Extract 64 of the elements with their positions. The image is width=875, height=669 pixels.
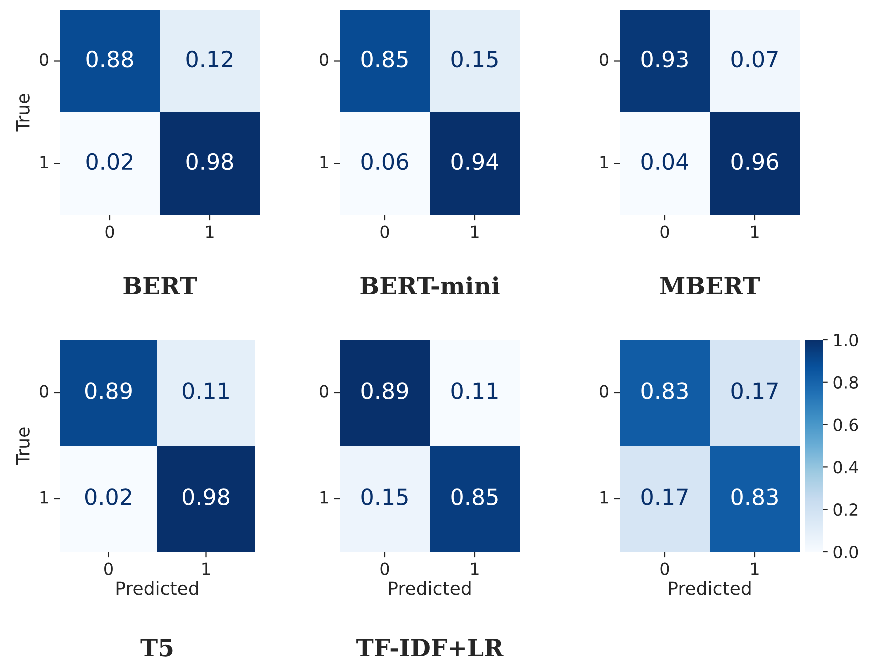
y-tick-label: 0: [600, 385, 608, 398]
data-label: 0.98: [182, 488, 230, 506]
x-tick-label: 1: [206, 226, 214, 238]
color-bar-label: 0.6: [834, 418, 858, 432]
data-label: 0.11: [452, 382, 498, 400]
y-tick-label: 0: [40, 385, 48, 398]
x-axis-title: Predicted: [669, 581, 751, 596]
x-tick-label: 1: [752, 562, 759, 576]
x-axis-title: Predicted: [116, 581, 198, 596]
color-bar-label: 0.4: [834, 461, 858, 474]
y-tick-label: 0: [320, 53, 328, 66]
x-tick-label: 0: [104, 562, 113, 576]
data-label: 0.93: [642, 50, 688, 68]
x-tick-label: 0: [660, 226, 670, 238]
data-label: 0.17: [732, 382, 778, 400]
color-bar-label: 0.0: [834, 546, 858, 559]
text: MBERT: [660, 277, 760, 295]
data-label: 0.12: [186, 50, 233, 68]
x-tick-label: 0: [106, 226, 114, 238]
color-bar-label: 0.8: [834, 376, 858, 389]
y-tick-label: 1: [600, 156, 608, 168]
y-tick-label: 1: [40, 156, 48, 168]
y-tick-label: 0: [320, 385, 328, 398]
text: BERT-mini: [360, 276, 500, 295]
data-label: 0.15: [452, 50, 498, 68]
color-bar-label: 1.0: [834, 334, 858, 347]
data-label: 0.88: [86, 50, 134, 68]
data-label: 0.98: [186, 153, 234, 170]
x-tick-label: 1: [472, 562, 479, 576]
x-tick-label: 1: [472, 226, 479, 238]
data-label: 0.85: [452, 488, 498, 506]
data-label: 0.96: [732, 153, 778, 170]
x-tick-label: 0: [380, 226, 390, 238]
data-label: 0.83: [642, 382, 688, 400]
data-label: 0.89: [85, 382, 132, 400]
data-label: 0.83: [732, 488, 778, 506]
y-tick-label: 0: [600, 53, 608, 66]
data-label: 0.15: [362, 488, 408, 506]
color-bar-label: 0.2: [834, 504, 858, 516]
data-label: 0.07: [732, 50, 778, 68]
y-axis-title: True: [16, 94, 30, 132]
data-label: 0.17: [642, 488, 688, 506]
data-label: 0.02: [86, 153, 133, 170]
x-tick-label: 0: [660, 562, 670, 576]
y-tick-label: 1: [320, 491, 328, 504]
data-label: 0.11: [182, 382, 229, 400]
y-tick-label: 1: [40, 491, 48, 504]
data-label: 0.89: [362, 382, 408, 400]
y-tick-label: 0: [40, 53, 48, 66]
data-label: 0.04: [642, 153, 688, 170]
x-tick-label: 1: [752, 226, 759, 238]
data-label: 0.85: [362, 50, 408, 68]
x-tick-label: 1: [202, 562, 210, 576]
y-tick-label: 1: [600, 491, 608, 504]
x-tick-label: 0: [380, 562, 390, 576]
text: T5: [140, 639, 173, 657]
text: TF-IDF+LR: [356, 639, 504, 657]
x-axis-title: Predicted: [389, 581, 471, 596]
data-label: 0.02: [85, 488, 132, 506]
data-label: 0.06: [362, 153, 408, 170]
y-axis-title: True: [16, 428, 30, 466]
text: BERT: [124, 277, 198, 295]
y-tick-label: 1: [320, 156, 328, 168]
data-label: 0.94: [452, 153, 498, 170]
